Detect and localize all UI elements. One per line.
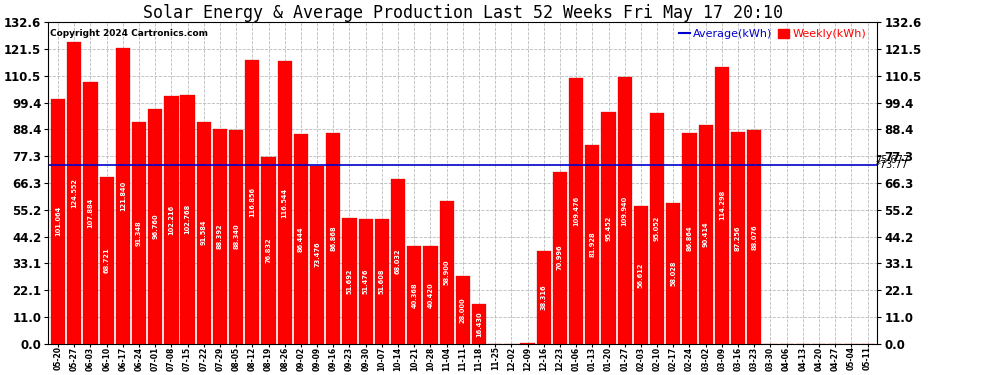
Bar xyxy=(650,113,664,344)
Text: 28.000: 28.000 xyxy=(459,297,466,322)
Text: 102.216: 102.216 xyxy=(168,205,174,235)
Bar xyxy=(682,133,697,344)
Text: 51.476: 51.476 xyxy=(362,268,368,294)
Bar xyxy=(132,122,147,344)
Bar xyxy=(699,124,713,344)
Bar xyxy=(747,130,761,344)
Bar xyxy=(197,122,211,344)
Text: 116.544: 116.544 xyxy=(282,188,288,218)
Bar xyxy=(148,109,162,344)
Bar xyxy=(116,48,130,344)
Text: 101.064: 101.064 xyxy=(55,206,61,236)
Text: 91.584: 91.584 xyxy=(201,220,207,246)
Bar xyxy=(50,99,65,344)
Text: 68.721: 68.721 xyxy=(104,248,110,273)
Bar xyxy=(246,60,259,344)
Text: 95.452: 95.452 xyxy=(606,215,612,241)
Text: 90.414: 90.414 xyxy=(703,221,709,247)
Text: 73.476: 73.476 xyxy=(314,242,320,267)
Bar xyxy=(358,219,373,344)
Text: 86.444: 86.444 xyxy=(298,226,304,252)
Title: Solar Energy & Average Production Last 52 Weeks Fri May 17 20:10: Solar Energy & Average Production Last 5… xyxy=(143,4,783,22)
Text: 87.256: 87.256 xyxy=(735,225,742,251)
Bar xyxy=(343,218,356,344)
Text: 75.677: 75.677 xyxy=(876,155,910,165)
Bar xyxy=(715,67,729,344)
Bar xyxy=(618,77,632,344)
Bar xyxy=(164,96,178,344)
Bar xyxy=(277,61,292,344)
Text: 56.612: 56.612 xyxy=(638,262,644,288)
Bar xyxy=(601,112,616,344)
Bar xyxy=(585,145,600,344)
Bar xyxy=(569,78,583,344)
Text: 96.760: 96.760 xyxy=(152,214,158,239)
Bar xyxy=(537,251,550,344)
Text: 81.928: 81.928 xyxy=(589,232,595,257)
Text: 102.768: 102.768 xyxy=(184,204,191,234)
Bar xyxy=(552,172,567,344)
Text: 88.340: 88.340 xyxy=(234,224,240,249)
Text: 16.430: 16.430 xyxy=(476,311,482,337)
Text: 88.392: 88.392 xyxy=(217,224,223,249)
Text: 88.076: 88.076 xyxy=(751,224,757,250)
Bar xyxy=(180,94,195,344)
Bar xyxy=(83,82,98,344)
Bar xyxy=(440,201,453,344)
Text: 109.940: 109.940 xyxy=(622,195,628,226)
Bar xyxy=(213,129,227,344)
Text: 109.476: 109.476 xyxy=(573,196,579,226)
Bar xyxy=(666,203,680,344)
Text: 107.884: 107.884 xyxy=(87,198,93,228)
Legend: Average(kWh), Weekly(kWh): Average(kWh), Weekly(kWh) xyxy=(678,28,867,40)
Bar xyxy=(294,134,308,344)
Text: 91.348: 91.348 xyxy=(136,220,142,246)
Text: 124.552: 124.552 xyxy=(71,178,77,208)
Bar xyxy=(375,219,389,344)
Text: *73.77: *73.77 xyxy=(876,160,908,170)
Bar xyxy=(391,179,405,344)
Text: 38.316: 38.316 xyxy=(541,285,546,310)
Bar xyxy=(634,207,648,344)
Bar xyxy=(100,177,114,344)
Bar xyxy=(326,133,341,344)
Text: 86.864: 86.864 xyxy=(686,226,692,251)
Bar xyxy=(310,166,325,344)
Text: 116.856: 116.856 xyxy=(249,187,255,217)
Text: 40.368: 40.368 xyxy=(411,282,417,308)
Text: 51.608: 51.608 xyxy=(379,268,385,294)
Bar xyxy=(261,158,275,344)
Text: 51.692: 51.692 xyxy=(346,268,352,294)
Text: 76.832: 76.832 xyxy=(265,238,271,263)
Bar xyxy=(455,276,470,344)
Bar xyxy=(407,246,422,344)
Text: Copyright 2024 Cartronics.com: Copyright 2024 Cartronics.com xyxy=(50,29,208,38)
Bar xyxy=(424,246,438,344)
Bar xyxy=(229,130,244,344)
Text: 95.052: 95.052 xyxy=(654,216,660,241)
Bar xyxy=(472,304,486,344)
Bar xyxy=(67,42,81,344)
Text: 70.996: 70.996 xyxy=(557,245,563,270)
Text: 58.028: 58.028 xyxy=(670,261,676,286)
Bar xyxy=(731,132,745,344)
Text: 68.032: 68.032 xyxy=(395,248,401,274)
Text: 58.900: 58.900 xyxy=(444,260,449,285)
Text: 86.868: 86.868 xyxy=(331,226,337,251)
Text: 121.840: 121.840 xyxy=(120,181,126,211)
Text: 40.420: 40.420 xyxy=(428,282,434,308)
Text: 114.298: 114.298 xyxy=(719,190,725,220)
